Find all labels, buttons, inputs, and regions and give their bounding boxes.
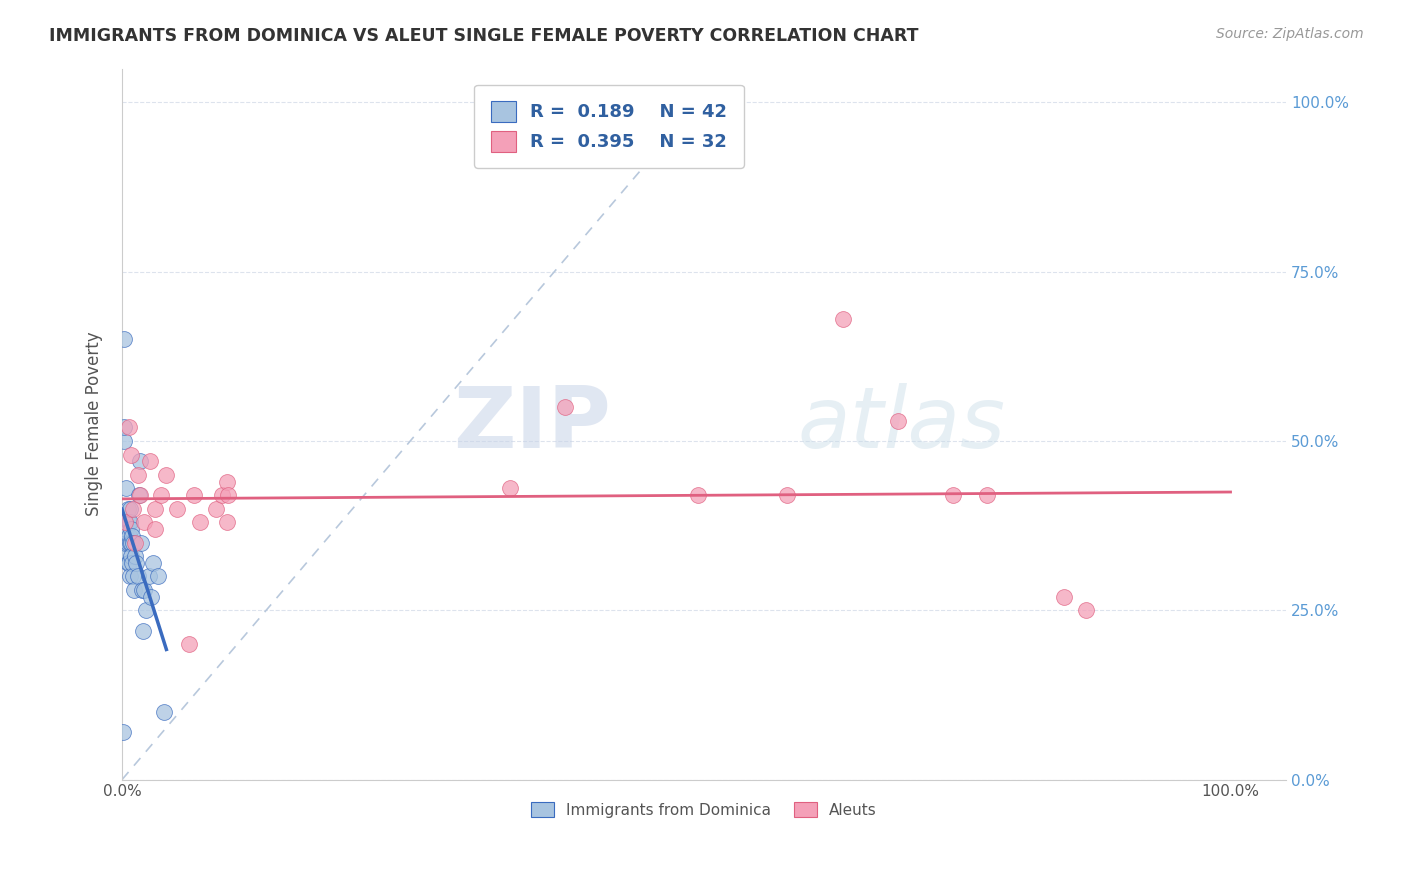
Point	[118, 569, 141, 583]
Point	[118, 556, 141, 570]
Point	[217, 475, 239, 489]
Point	[132, 624, 155, 638]
Point	[134, 515, 156, 529]
Text: ZIP: ZIP	[453, 383, 610, 466]
Point	[125, 556, 148, 570]
Point	[217, 515, 239, 529]
Text: Source: ZipAtlas.com: Source: ZipAtlas.com	[1216, 27, 1364, 41]
Point	[118, 515, 141, 529]
Point	[122, 582, 145, 597]
Point	[138, 569, 160, 583]
Point	[143, 501, 166, 516]
Point	[188, 515, 211, 529]
Point	[217, 488, 239, 502]
Point	[117, 535, 139, 549]
Point	[131, 582, 153, 597]
Point	[155, 467, 177, 482]
Point	[122, 501, 145, 516]
Point	[114, 515, 136, 529]
Point	[128, 488, 150, 502]
Point	[120, 448, 142, 462]
Point	[117, 556, 139, 570]
Point	[166, 501, 188, 516]
Point	[135, 603, 157, 617]
Y-axis label: Single Female Poverty: Single Female Poverty	[86, 332, 103, 516]
Point	[143, 522, 166, 536]
Point	[831, 312, 853, 326]
Point	[499, 482, 522, 496]
Point	[142, 556, 165, 570]
Point	[118, 535, 141, 549]
Point	[120, 522, 142, 536]
Point	[114, 515, 136, 529]
Point	[114, 549, 136, 563]
Point	[128, 488, 150, 502]
Point	[139, 590, 162, 604]
Point	[118, 501, 141, 516]
Point	[146, 569, 169, 583]
Point	[124, 549, 146, 563]
Point	[205, 501, 228, 516]
Point	[114, 535, 136, 549]
Point	[115, 522, 138, 536]
Text: IMMIGRANTS FROM DOMINICA VS ALEUT SINGLE FEMALE POVERTY CORRELATION CHART: IMMIGRANTS FROM DOMINICA VS ALEUT SINGLE…	[49, 27, 918, 45]
Point	[139, 454, 162, 468]
Point	[121, 529, 143, 543]
Point	[127, 569, 149, 583]
Point	[149, 488, 172, 502]
Point	[211, 488, 233, 502]
Legend: Immigrants from Dominica, Aleuts: Immigrants from Dominica, Aleuts	[523, 794, 884, 825]
Point	[554, 400, 576, 414]
Point	[122, 569, 145, 583]
Point	[112, 333, 135, 347]
Point	[124, 535, 146, 549]
Point	[1076, 603, 1098, 617]
Point	[1053, 590, 1076, 604]
Point	[976, 488, 998, 502]
Point	[115, 482, 138, 496]
Point	[122, 535, 145, 549]
Point	[118, 420, 141, 434]
Point	[887, 414, 910, 428]
Point	[112, 420, 135, 434]
Point	[134, 582, 156, 597]
Point	[942, 488, 965, 502]
Point	[118, 529, 141, 543]
Point	[127, 467, 149, 482]
Point	[129, 535, 152, 549]
Point	[688, 488, 710, 502]
Point	[153, 705, 176, 719]
Point	[121, 556, 143, 570]
Point	[177, 637, 200, 651]
Point	[118, 515, 141, 529]
Point	[183, 488, 205, 502]
Point	[117, 501, 139, 516]
Point	[112, 725, 135, 739]
Point	[128, 454, 150, 468]
Point	[120, 549, 142, 563]
Text: atlas: atlas	[797, 383, 1005, 466]
Point	[120, 535, 142, 549]
Point	[776, 488, 799, 502]
Point	[112, 434, 135, 448]
